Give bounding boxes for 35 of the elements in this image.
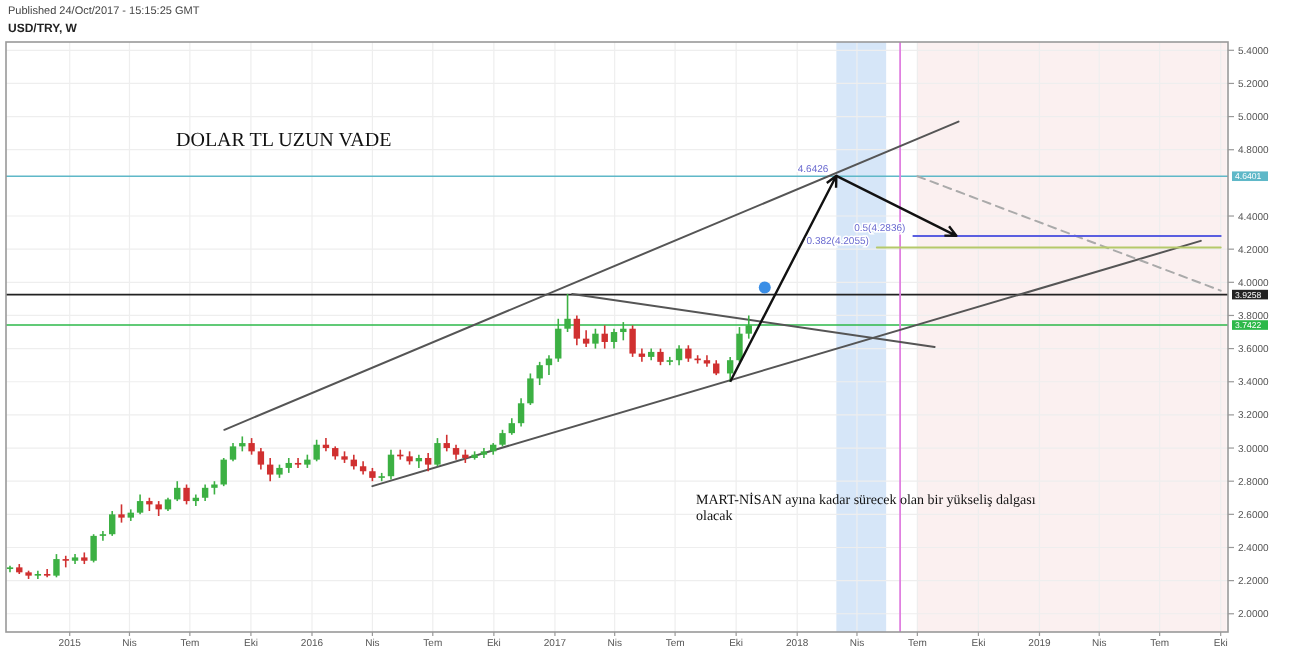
annotation: DOLAR TL UZUN VADE	[176, 130, 392, 152]
candlestick	[99, 530, 107, 542]
candlestick	[387, 448, 395, 481]
candlestick	[424, 452, 432, 473]
candlestick	[229, 442, 237, 463]
candlestick	[62, 554, 69, 569]
candlestick	[736, 326, 743, 363]
candlestick	[257, 447, 265, 471]
candlestick	[592, 327, 599, 350]
candlestick	[610, 327, 618, 350]
candlestick	[136, 493, 144, 516]
candlestick	[109, 510, 116, 537]
candlestick	[118, 503, 125, 524]
candlestick	[629, 324, 636, 358]
candlestick	[294, 457, 302, 469]
candlestick	[434, 437, 441, 468]
candlestick	[90, 533, 97, 564]
candlestick	[517, 397, 525, 428]
candlestick	[601, 324, 608, 350]
candlestick	[266, 457, 274, 482]
candlestick	[527, 372, 534, 406]
candlestick	[220, 457, 227, 487]
candlestick	[34, 569, 42, 580]
candlestick	[573, 314, 581, 347]
candlestick	[666, 356, 673, 366]
candlestick	[726, 356, 734, 383]
candlestick	[53, 553, 60, 579]
candlestick	[183, 483, 190, 506]
candlestick	[620, 321, 627, 342]
candlestick	[43, 568, 51, 579]
candlestick	[536, 361, 543, 386]
candlestick	[555, 317, 562, 363]
candlestick	[313, 438, 320, 463]
candlestick	[564, 293, 571, 333]
candlestick	[745, 314, 752, 340]
